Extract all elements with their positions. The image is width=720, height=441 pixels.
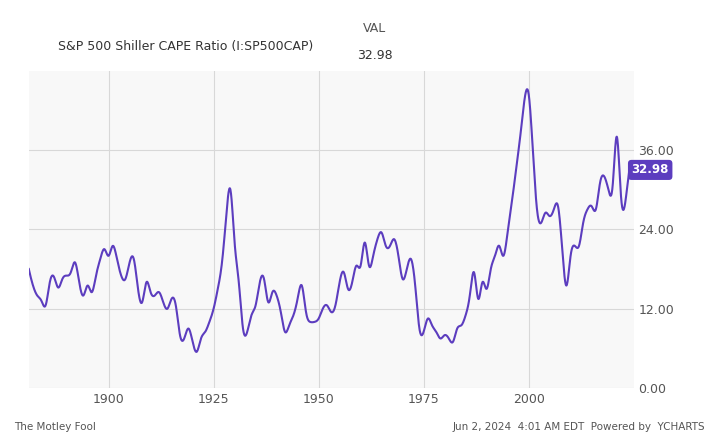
Text: Jun 2, 2024  4:01 AM EDT  Powered by  YCHARTS: Jun 2, 2024 4:01 AM EDT Powered by YCHAR… [453, 422, 706, 432]
Text: The Motley Fool: The Motley Fool [14, 422, 96, 432]
Text: 32.98: 32.98 [631, 164, 669, 176]
Text: 32.98: 32.98 [356, 49, 392, 61]
Text: VAL: VAL [363, 22, 386, 35]
Text: S&P 500 Shiller CAPE Ratio (I:SP500CAP): S&P 500 Shiller CAPE Ratio (I:SP500CAP) [58, 40, 313, 52]
